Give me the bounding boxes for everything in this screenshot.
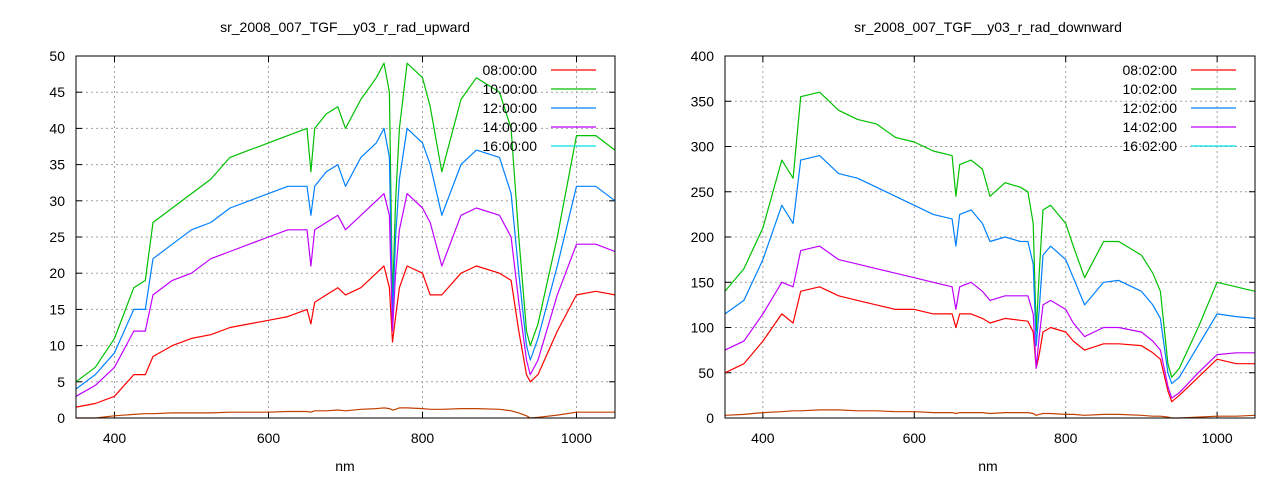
y-tick-label: 150 (691, 274, 715, 290)
legend-label: 12:02:00 (1123, 100, 1178, 116)
series-line-140200 (724, 245, 1255, 399)
legend-label: 14:02:00 (1123, 119, 1178, 135)
y-tick-label: 40 (49, 120, 65, 136)
x-tick-label: 800 (411, 430, 435, 446)
y-tick-label: 0 (57, 410, 65, 426)
downward-radiance-chart: sr_2008_007_TGF__y03_r_rad_downward nm 0… (691, 19, 1256, 474)
y-tick-label: 30 (49, 193, 65, 209)
y-tick-label: 50 (698, 365, 714, 381)
x-axis-label: nm (978, 458, 997, 474)
series-line-120000 (75, 127, 616, 390)
legend-label: 16:00:00 (483, 138, 538, 154)
y-tick-label: 100 (691, 320, 715, 336)
legend-label: 08:00:00 (483, 62, 538, 78)
y-tick-label: 400 (691, 48, 715, 64)
series-line-080200 (724, 286, 1255, 403)
legend-label: 12:00:00 (483, 100, 538, 116)
x-tick-label: 600 (903, 430, 927, 446)
y-tick-label: 50 (49, 48, 65, 64)
y-tick-label: 25 (49, 229, 65, 245)
legend-label: 10:00:00 (483, 81, 538, 97)
series-line-120200 (724, 155, 1256, 385)
series-line-140000 (75, 193, 616, 397)
x-tick-label: 600 (257, 430, 281, 446)
y-tick-label: 45 (49, 84, 65, 100)
series-line-160200 (724, 409, 1256, 419)
plot-frame (724, 55, 1256, 419)
upward-radiance-chart: sr_2008_007_TGF__y03_r_rad_upward nm 0 5 1… (49, 19, 616, 474)
y-tick-label: 5 (57, 374, 65, 390)
series-line-100200 (724, 91, 1256, 378)
x-tick-label: 400 (103, 430, 127, 446)
y-tick-label: 200 (691, 229, 715, 245)
legend-label: 16:02:00 (1123, 138, 1178, 154)
legend-label: 14:00:00 (483, 119, 538, 135)
x-tick-label: 400 (751, 430, 775, 446)
x-axis-label: nm (335, 458, 354, 474)
y-tick-label: 10 (49, 338, 65, 354)
y-tick-label: 35 (49, 157, 65, 173)
x-tick-label: 1000 (561, 430, 592, 446)
series-line-080000 (75, 265, 616, 408)
legend-label: 10:02:00 (1123, 81, 1178, 97)
series-line-100000 (75, 62, 616, 383)
legend-label: 08:02:00 (1123, 62, 1178, 78)
x-tick-label: 1000 (1202, 430, 1233, 446)
x-tick-label: 800 (1054, 430, 1078, 446)
y-tick-label: 350 (691, 93, 715, 109)
plot-frame (75, 55, 616, 419)
y-tick-label: 20 (49, 265, 65, 281)
y-tick-label: 300 (691, 139, 715, 155)
chart-title: sr_2008_007_TGF__y03_r_rad_upward (220, 19, 470, 35)
chart-title: sr_2008_007_TGF__y03_r_rad_downward (854, 19, 1122, 35)
y-tick-label: 15 (49, 301, 65, 317)
series-line-160000 (76, 407, 615, 419)
y-tick-label: 0 (706, 410, 714, 426)
y-tick-label: 250 (691, 184, 715, 200)
